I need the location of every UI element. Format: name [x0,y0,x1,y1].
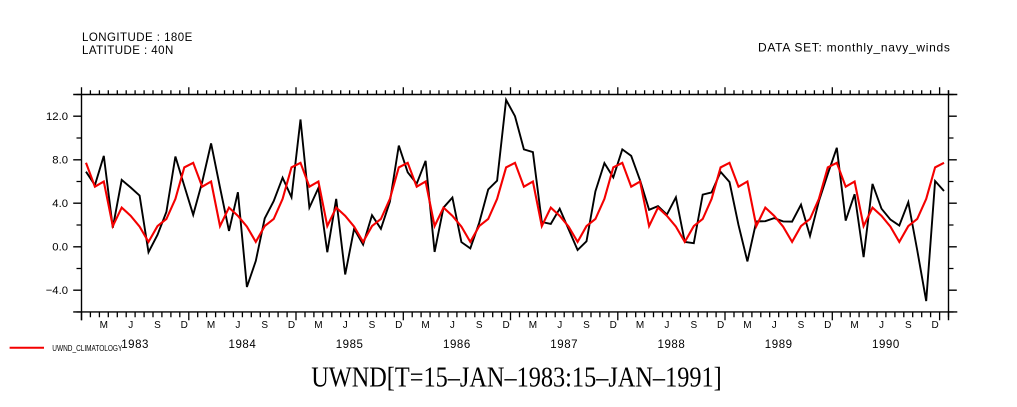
svg-text:1990: 1990 [872,339,900,351]
svg-text:4.0: 4.0 [52,198,68,210]
svg-text:J: J [557,320,562,331]
svg-text:J: J [128,320,133,331]
svg-text:J: J [664,320,669,331]
svg-text:LONGITUDE : 180E: LONGITUDE : 180E [82,32,193,44]
svg-text:M: M [100,320,108,331]
svg-text:J: J [450,320,455,331]
svg-text:−4.0: −4.0 [46,285,68,297]
svg-text:J: J [772,320,777,331]
svg-text:S: S [583,320,590,331]
svg-text:D: D [181,320,188,331]
svg-text:D: D [610,320,617,331]
svg-text:D: D [502,320,509,331]
svg-text:DATA SET: monthly_navy_winds: DATA SET: monthly_navy_winds [758,40,951,54]
svg-text:M: M [529,320,537,331]
svg-text:S: S [154,320,161,331]
svg-text:M: M [850,320,858,331]
svg-text:UWND_CLIMATOLOGY: UWND_CLIMATOLOGY [52,343,122,353]
svg-text:UWND[T=15–JAN–1983:15–JAN–1991: UWND[T=15–JAN–1983:15–JAN–1991] [311,360,722,393]
svg-text:J: J [879,320,884,331]
svg-text:1988: 1988 [658,339,686,351]
svg-text:1983: 1983 [121,339,149,351]
svg-text:S: S [798,320,805,331]
svg-text:S: S [905,320,912,331]
svg-text:1989: 1989 [765,339,793,351]
svg-text:M: M [743,320,751,331]
svg-text:LATITUDE : 40N: LATITUDE : 40N [82,45,174,57]
svg-text:S: S [261,320,268,331]
svg-text:1986: 1986 [443,339,471,351]
svg-text:J: J [343,320,348,331]
svg-text:1987: 1987 [550,339,578,351]
svg-text:12.0: 12.0 [46,111,68,123]
svg-text:8.0: 8.0 [52,155,68,167]
svg-text:D: D [288,320,295,331]
svg-text:J: J [235,320,240,331]
svg-text:M: M [314,320,322,331]
svg-text:1985: 1985 [336,339,364,351]
svg-text:S: S [369,320,376,331]
svg-text:M: M [636,320,644,331]
svg-text:M: M [207,320,215,331]
svg-text:M: M [421,320,429,331]
svg-text:D: D [717,320,724,331]
svg-text:D: D [931,320,938,331]
svg-text:D: D [395,320,402,331]
svg-text:S: S [476,320,483,331]
svg-text:S: S [690,320,697,331]
svg-text:0.0: 0.0 [52,242,68,254]
svg-text:1984: 1984 [229,339,257,351]
svg-text:D: D [824,320,831,331]
